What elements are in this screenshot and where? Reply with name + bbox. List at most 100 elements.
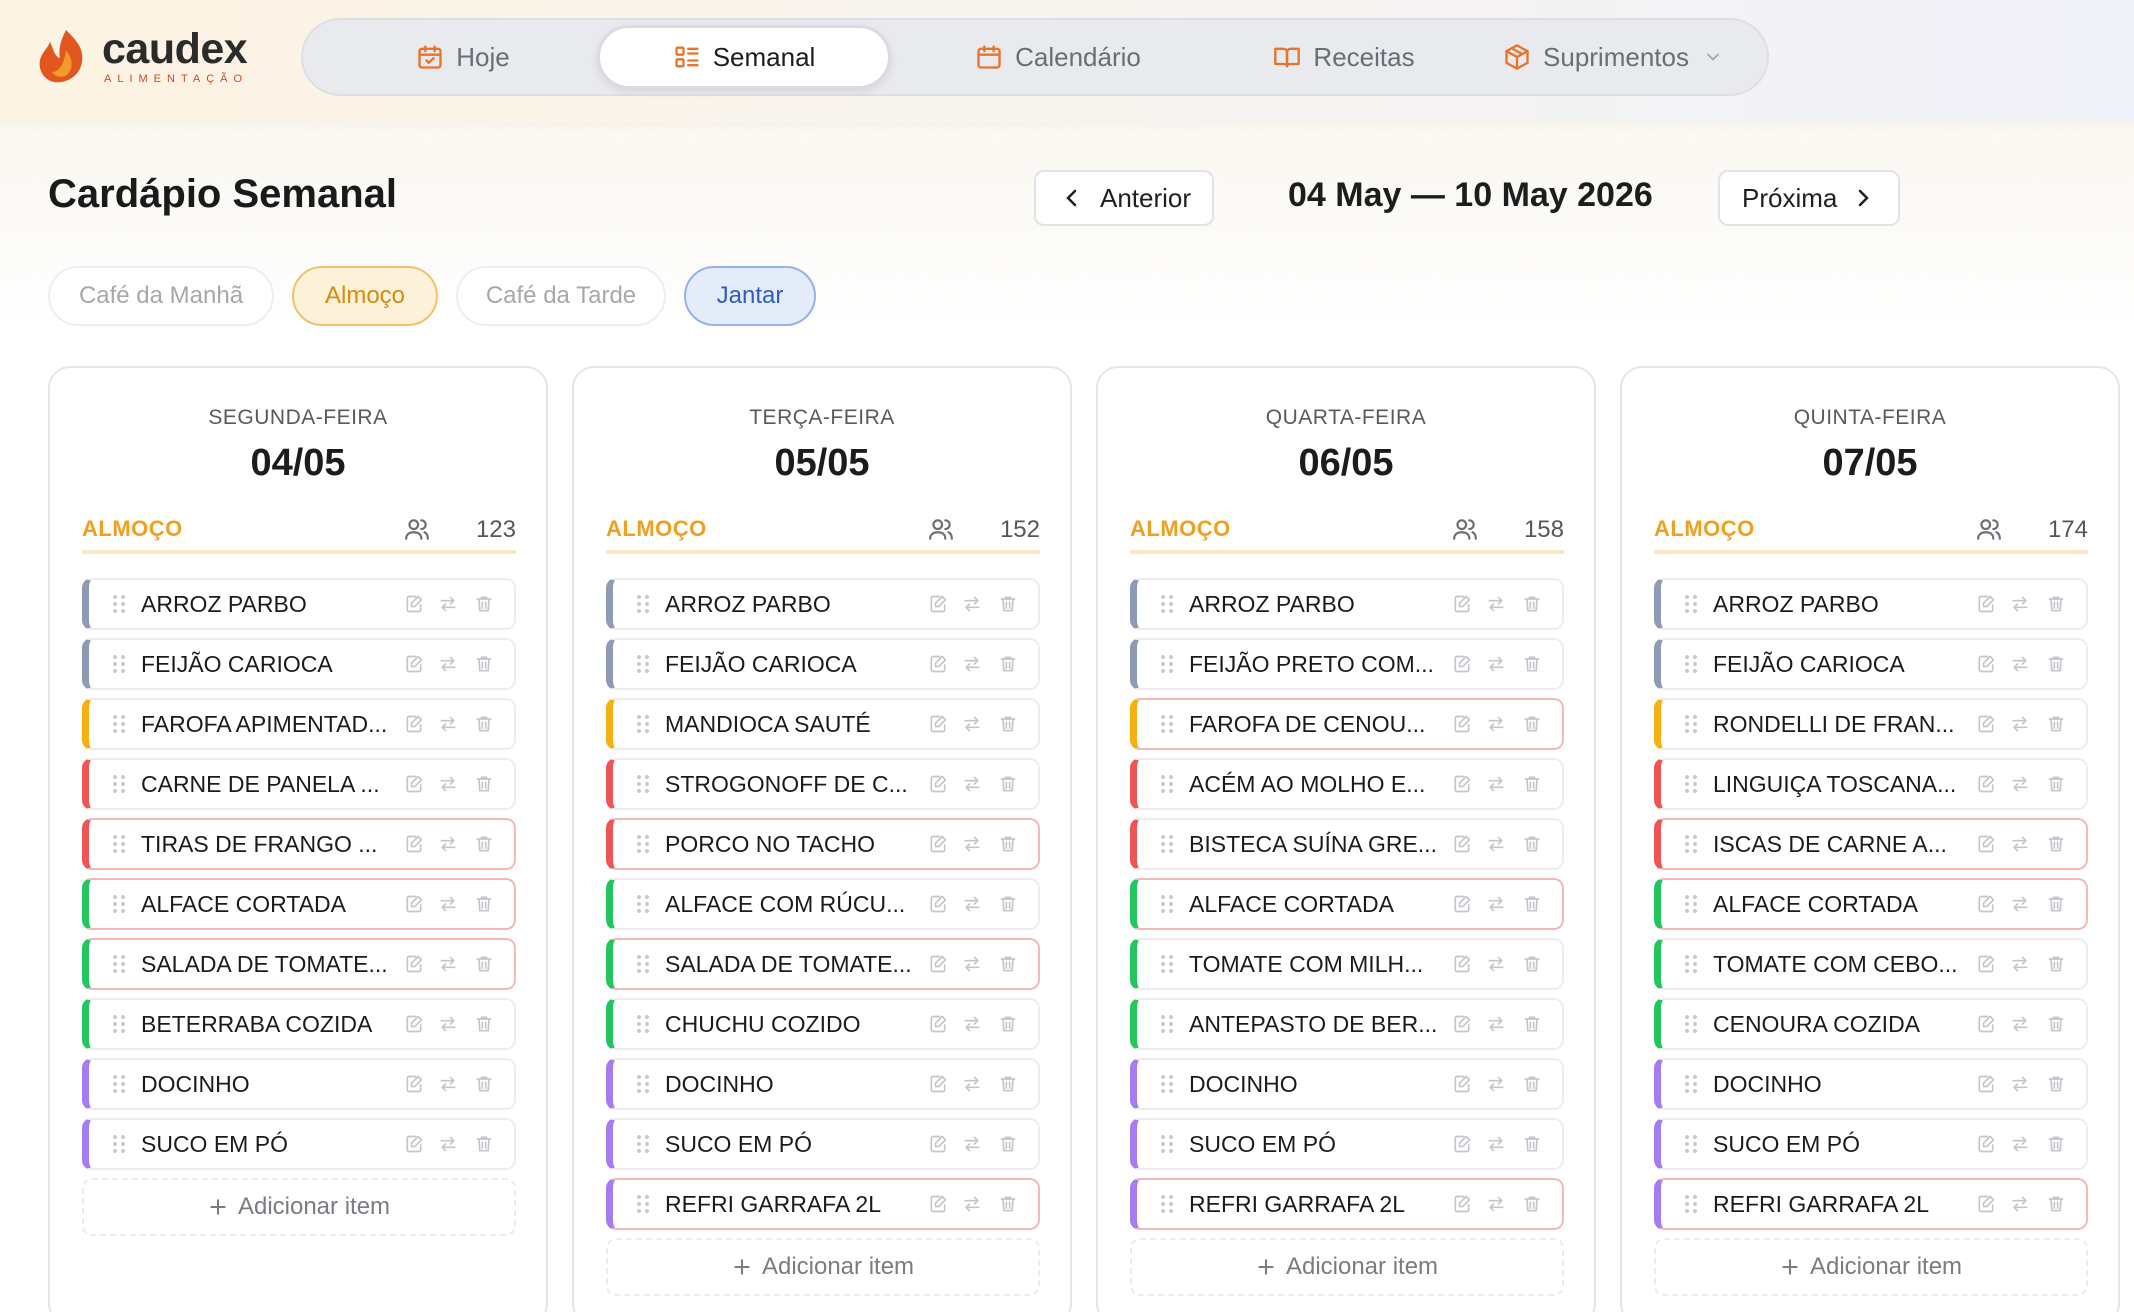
edit-icon[interactable]	[1976, 654, 1996, 674]
edit-icon[interactable]	[1452, 714, 1472, 734]
drag-handle-icon[interactable]	[1159, 1013, 1175, 1035]
drag-handle-icon[interactable]	[1159, 953, 1175, 975]
menu-item[interactable]: BETERRABA COZIDA	[82, 998, 516, 1050]
drag-handle-icon[interactable]	[1159, 593, 1175, 615]
edit-icon[interactable]	[404, 714, 424, 734]
menu-item[interactable]: MANDIOCA SAUTÉ	[606, 698, 1040, 750]
trash-icon[interactable]	[2046, 1134, 2066, 1154]
trash-icon[interactable]	[998, 1194, 1018, 1214]
drag-handle-icon[interactable]	[111, 1073, 127, 1095]
previous-week-button[interactable]: Anterior	[1034, 170, 1214, 226]
tab-receitas[interactable]: Receitas	[1233, 25, 1455, 89]
menu-item[interactable]: TIRAS DE FRANGO ...	[82, 818, 516, 870]
menu-item[interactable]: ACÉM AO MOLHO E...	[1130, 758, 1564, 810]
trash-icon[interactable]	[1522, 594, 1542, 614]
swap-icon[interactable]	[2010, 594, 2030, 614]
drag-handle-icon[interactable]	[111, 1133, 127, 1155]
edit-icon[interactable]	[1976, 954, 1996, 974]
trash-icon[interactable]	[1522, 1014, 1542, 1034]
menu-item[interactable]: ARROZ PARBO	[1130, 578, 1564, 630]
trash-icon[interactable]	[998, 714, 1018, 734]
trash-icon[interactable]	[1522, 954, 1542, 974]
menu-item[interactable]: ANTEPASTO DE BER...	[1130, 998, 1564, 1050]
menu-item[interactable]: ALFACE CORTADA	[1654, 878, 2088, 930]
drag-handle-icon[interactable]	[635, 653, 651, 675]
edit-icon[interactable]	[1976, 1074, 1996, 1094]
drag-handle-icon[interactable]	[111, 893, 127, 915]
drag-handle-icon[interactable]	[1683, 833, 1699, 855]
swap-icon[interactable]	[2010, 654, 2030, 674]
edit-icon[interactable]	[1452, 1074, 1472, 1094]
add-item-button[interactable]: Adicionar item	[1654, 1238, 2088, 1296]
drag-handle-icon[interactable]	[111, 713, 127, 735]
edit-icon[interactable]	[1976, 834, 1996, 854]
edit-icon[interactable]	[404, 1134, 424, 1154]
swap-icon[interactable]	[1486, 594, 1506, 614]
trash-icon[interactable]	[474, 1134, 494, 1154]
swap-icon[interactable]	[2010, 774, 2030, 794]
swap-icon[interactable]	[438, 654, 458, 674]
menu-item[interactable]: FAROFA DE CENOU...	[1130, 698, 1564, 750]
chip-jantar[interactable]: Jantar	[684, 266, 816, 326]
drag-handle-icon[interactable]	[1159, 773, 1175, 795]
menu-item[interactable]: REFRI GARRAFA 2L	[1654, 1178, 2088, 1230]
menu-item[interactable]: TOMATE COM CEBO...	[1654, 938, 2088, 990]
menu-item[interactable]: REFRI GARRAFA 2L	[1130, 1178, 1564, 1230]
swap-icon[interactable]	[1486, 1014, 1506, 1034]
menu-item[interactable]: SALADA DE TOMATE...	[82, 938, 516, 990]
menu-item[interactable]: REFRI GARRAFA 2L	[606, 1178, 1040, 1230]
swap-icon[interactable]	[962, 894, 982, 914]
drag-handle-icon[interactable]	[1683, 653, 1699, 675]
trash-icon[interactable]	[2046, 1194, 2066, 1214]
edit-icon[interactable]	[928, 1194, 948, 1214]
menu-item[interactable]: SUCO EM PÓ	[606, 1118, 1040, 1170]
edit-icon[interactable]	[1976, 594, 1996, 614]
chip-cafe-da-manha[interactable]: Café da Manhã	[48, 266, 274, 326]
edit-icon[interactable]	[1452, 834, 1472, 854]
swap-icon[interactable]	[438, 594, 458, 614]
drag-handle-icon[interactable]	[111, 593, 127, 615]
menu-item[interactable]: DOCINHO	[1654, 1058, 2088, 1110]
edit-icon[interactable]	[1976, 774, 1996, 794]
chip-cafe-da-tarde[interactable]: Café da Tarde	[456, 266, 666, 326]
drag-handle-icon[interactable]	[111, 653, 127, 675]
edit-icon[interactable]	[1452, 774, 1472, 794]
swap-icon[interactable]	[962, 1074, 982, 1094]
swap-icon[interactable]	[2010, 1194, 2030, 1214]
swap-icon[interactable]	[962, 654, 982, 674]
menu-item[interactable]: ALFACE CORTADA	[1130, 878, 1564, 930]
menu-item[interactable]: BISTECA SUÍNA GRE...	[1130, 818, 1564, 870]
edit-icon[interactable]	[404, 774, 424, 794]
menu-item[interactable]: FAROFA APIMENTAD...	[82, 698, 516, 750]
edit-icon[interactable]	[928, 594, 948, 614]
swap-icon[interactable]	[438, 1134, 458, 1154]
menu-item[interactable]: CENOURA COZIDA	[1654, 998, 2088, 1050]
swap-icon[interactable]	[2010, 1014, 2030, 1034]
drag-handle-icon[interactable]	[111, 953, 127, 975]
swap-icon[interactable]	[1486, 894, 1506, 914]
trash-icon[interactable]	[2046, 1014, 2066, 1034]
drag-handle-icon[interactable]	[635, 1013, 651, 1035]
swap-icon[interactable]	[1486, 714, 1506, 734]
trash-icon[interactable]	[474, 894, 494, 914]
trash-icon[interactable]	[2046, 654, 2066, 674]
menu-item[interactable]: FEIJÃO CARIOCA	[82, 638, 516, 690]
drag-handle-icon[interactable]	[1683, 593, 1699, 615]
add-item-button[interactable]: Adicionar item	[1130, 1238, 1564, 1296]
drag-handle-icon[interactable]	[1159, 833, 1175, 855]
menu-item[interactable]: STROGONOFF DE C...	[606, 758, 1040, 810]
menu-item[interactable]: FEIJÃO PRETO COM...	[1130, 638, 1564, 690]
swap-icon[interactable]	[2010, 714, 2030, 734]
edit-icon[interactable]	[1976, 894, 1996, 914]
edit-icon[interactable]	[404, 894, 424, 914]
drag-handle-icon[interactable]	[1683, 1193, 1699, 1215]
trash-icon[interactable]	[998, 774, 1018, 794]
swap-icon[interactable]	[438, 834, 458, 854]
trash-icon[interactable]	[998, 1014, 1018, 1034]
menu-item[interactable]: FEIJÃO CARIOCA	[606, 638, 1040, 690]
swap-icon[interactable]	[962, 594, 982, 614]
swap-icon[interactable]	[438, 1014, 458, 1034]
trash-icon[interactable]	[998, 1134, 1018, 1154]
trash-icon[interactable]	[474, 834, 494, 854]
drag-handle-icon[interactable]	[1159, 893, 1175, 915]
